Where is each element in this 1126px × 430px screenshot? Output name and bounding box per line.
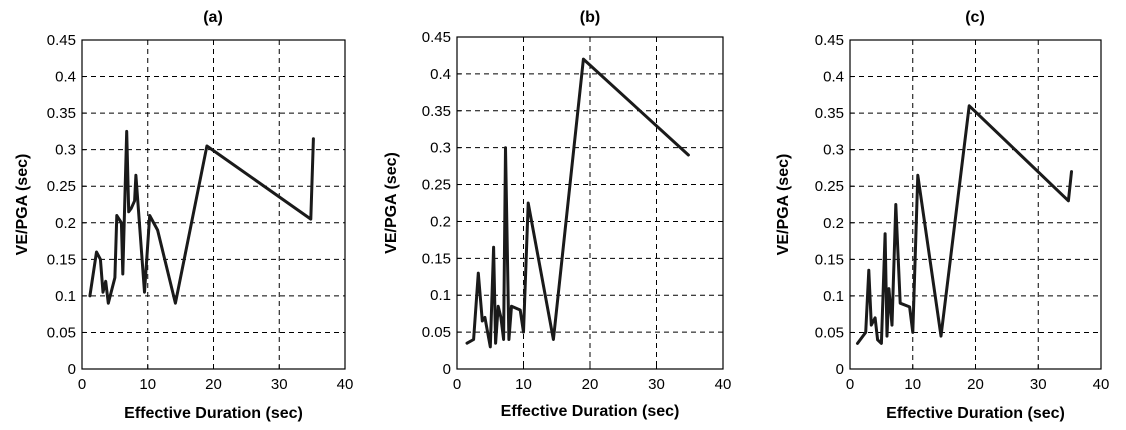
y-tick-label: 0.35 bbox=[815, 105, 844, 122]
chart-panel-c: 0 10 20 30 40 0 0.05 0.1 0.15 0.2 0.25 0.3 0.35 0.4 0.… bbox=[775, 9, 1109, 422]
chart-title: (c) bbox=[965, 9, 985, 26]
y-tick-label: 0 bbox=[836, 361, 844, 378]
y-tick-label: 0.4 bbox=[55, 69, 76, 86]
y-tick-label: 0.15 bbox=[422, 250, 451, 267]
y-tick-label: 0 bbox=[68, 361, 76, 378]
x-tick-label: 0 bbox=[453, 376, 461, 393]
y-tick-label: 0.25 bbox=[422, 177, 451, 194]
y-tick-label: 0.45 bbox=[47, 32, 76, 49]
y-tick-label: 0.2 bbox=[823, 215, 844, 232]
y-axis-label: VE/PGA (sec) bbox=[383, 152, 400, 254]
x-axis-label: Effective Duration (sec) bbox=[886, 405, 1065, 422]
chart-panel-b: 0 10 20 30 40 0 0.05 0.1 0.15 0.2 0.25 0.3 0.35 0.4 0.… bbox=[383, 9, 731, 420]
x-axis-label: Effective Duration (sec) bbox=[124, 405, 303, 422]
y-tick-label: 0.35 bbox=[422, 103, 451, 120]
series-line-0 bbox=[856, 104, 1073, 345]
y-tick-label: 0.45 bbox=[815, 32, 844, 49]
y-tick-label: 0.3 bbox=[430, 140, 451, 157]
y-tick-label: 0.4 bbox=[430, 66, 451, 83]
x-tick-label: 10 bbox=[139, 376, 156, 393]
x-tick-label: 10 bbox=[904, 376, 921, 393]
x-tick-label: 20 bbox=[582, 376, 599, 393]
x-axis-label: Effective Duration (sec) bbox=[501, 403, 680, 420]
chart-title: (b) bbox=[580, 9, 600, 26]
y-tick-label: 0.05 bbox=[815, 324, 844, 341]
x-tick-label: 20 bbox=[205, 376, 222, 393]
y-tick-label: 0.25 bbox=[47, 178, 76, 195]
y-axis-label: VE/PGA (sec) bbox=[775, 154, 792, 256]
series-line-0 bbox=[88, 129, 315, 305]
x-tick-label: 30 bbox=[271, 376, 288, 393]
y-tick-label: 0.4 bbox=[823, 69, 844, 86]
y-tick-label: 0.15 bbox=[815, 251, 844, 268]
x-tick-label: 40 bbox=[337, 376, 354, 393]
x-tick-label: 0 bbox=[846, 376, 854, 393]
x-tick-label: 0 bbox=[78, 376, 86, 393]
y-tick-label: 0.1 bbox=[430, 287, 451, 304]
x-tick-label: 40 bbox=[715, 376, 732, 393]
y-tick-label: 0 bbox=[443, 361, 451, 378]
y-axis-label: VE/PGA (sec) bbox=[14, 154, 31, 256]
x-tick-label: 30 bbox=[1030, 376, 1047, 393]
x-tick-label: 10 bbox=[515, 376, 532, 393]
y-tick-label: 0.2 bbox=[55, 215, 76, 232]
y-tick-label: 0.1 bbox=[823, 288, 844, 305]
y-tick-label: 0.3 bbox=[823, 142, 844, 159]
y-tick-label: 0.05 bbox=[47, 324, 76, 341]
x-tick-label: 40 bbox=[1093, 376, 1110, 393]
series-line-0 bbox=[465, 57, 690, 349]
y-tick-label: 0.25 bbox=[815, 178, 844, 195]
y-tick-label: 0.35 bbox=[47, 105, 76, 122]
y-tick-label: 0.05 bbox=[422, 324, 451, 341]
chart-title: (a) bbox=[203, 9, 223, 26]
chart-panel-a: 0 10 20 30 40 0 0.05 0.1 0.15 0.2 0.25 0.3 0.35 0.4 0.… bbox=[14, 9, 353, 422]
y-tick-label: 0.1 bbox=[55, 288, 76, 305]
x-tick-label: 20 bbox=[967, 376, 984, 393]
y-tick-label: 0.2 bbox=[430, 213, 451, 230]
x-tick-label: 30 bbox=[648, 376, 665, 393]
y-tick-label: 0.45 bbox=[422, 29, 451, 46]
y-tick-label: 0.3 bbox=[55, 142, 76, 159]
y-tick-label: 0.15 bbox=[47, 251, 76, 268]
